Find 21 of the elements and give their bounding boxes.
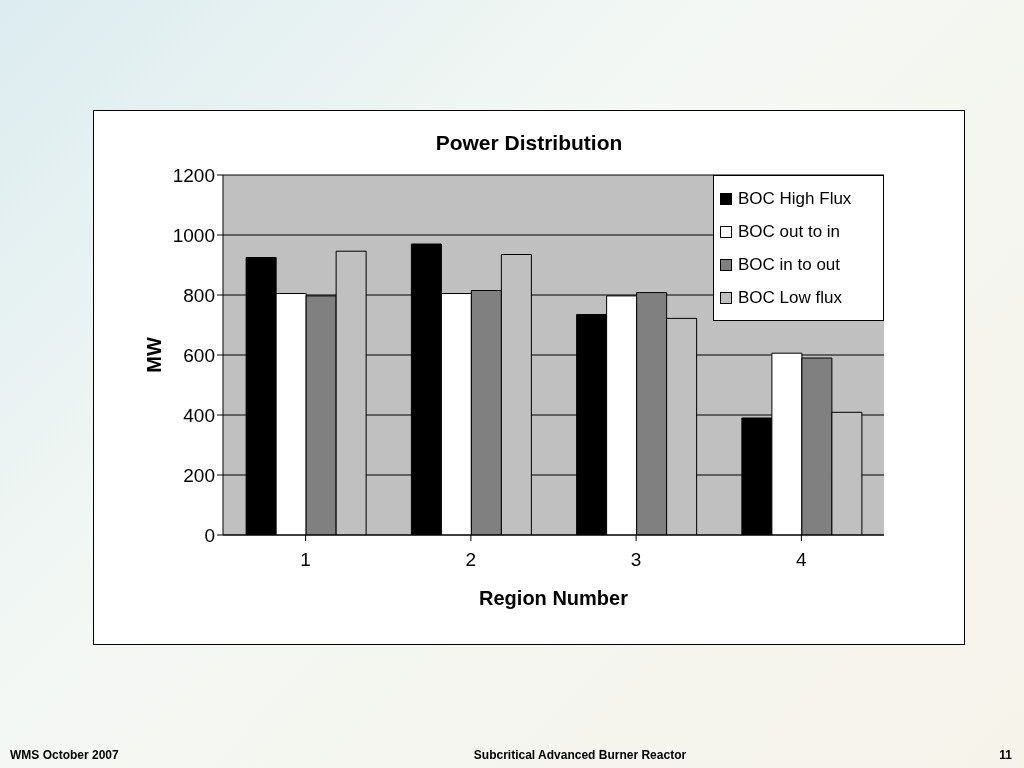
legend-label: BOC High Flux <box>738 188 852 209</box>
text: 11 <box>999 748 1012 762</box>
y-tick-label: 800 <box>183 284 215 306</box>
legend-label: BOC Low flux <box>738 287 842 308</box>
text: WMS October 2007 <box>10 748 119 762</box>
x-axis-title: Region Number <box>479 587 629 609</box>
y-tick-label: 400 <box>183 404 215 426</box>
y-axis-title: MW <box>143 337 166 373</box>
y-tick-label: 600 <box>183 344 215 366</box>
y-tick-label: 0 <box>204 524 215 546</box>
x-tick-label: 3 <box>630 549 642 571</box>
x-tick-label: 1 <box>300 549 311 571</box>
legend-label: BOC in to out <box>738 254 841 275</box>
text: Subcritical Advanced Burner Reactor <box>473 748 687 762</box>
chart-title: Power Distribution <box>434 131 624 155</box>
y-tick-label: 1200 <box>172 164 215 186</box>
x-tick-label: 4 <box>796 549 808 571</box>
x-tick-label: 2 <box>465 549 477 571</box>
legend-label: BOC out to in <box>738 221 841 242</box>
y-tick-label: 200 <box>183 464 215 486</box>
y-tick-label: 1000 <box>172 224 215 246</box>
